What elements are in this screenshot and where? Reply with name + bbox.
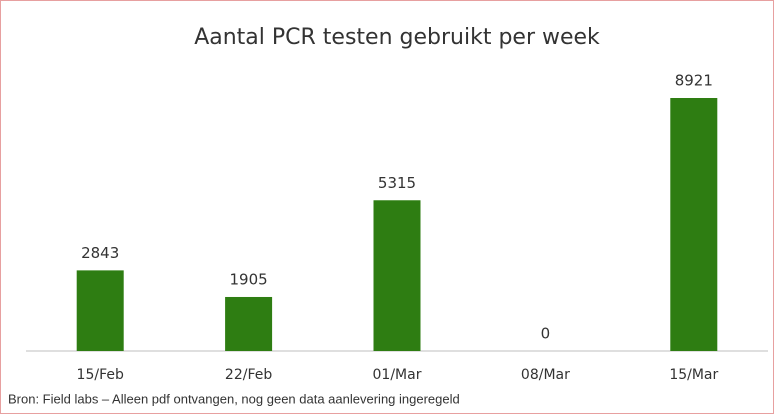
source-note: Bron: Field labs – Alleen pdf ontvangen,…: [8, 391, 460, 406]
data-label: 2843: [81, 244, 119, 262]
x-tick-label: 08/Mar: [521, 367, 570, 383]
data-label: 0: [541, 325, 551, 343]
x-tick-label: 15/Mar: [669, 367, 718, 383]
data-label: 1905: [230, 270, 268, 288]
x-tick-label: 22/Feb: [225, 367, 272, 383]
bar: [76, 270, 124, 351]
data-label: 5315: [378, 174, 416, 192]
chart-title: Aantal PCR testen gebruikt per week: [194, 25, 600, 50]
bar: [670, 98, 718, 351]
x-tick-label: 01/Mar: [373, 367, 422, 383]
x-tick-label: 15/Feb: [77, 367, 124, 383]
bar: [373, 200, 421, 351]
data-label: 8921: [675, 72, 713, 90]
bar: [225, 296, 273, 351]
